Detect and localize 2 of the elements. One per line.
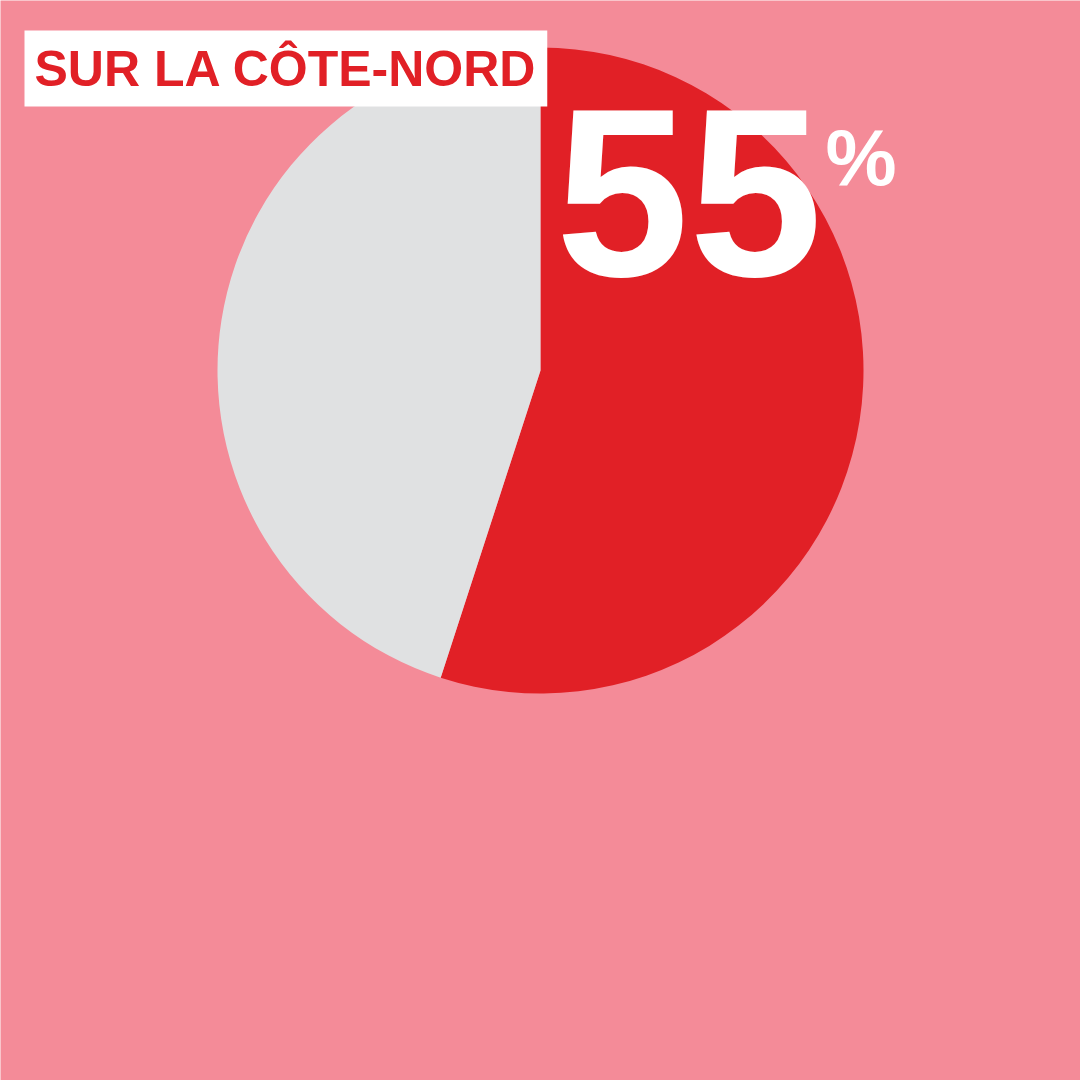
data-label: 55%	[555, 58, 897, 327]
chart-title: SUR LA CÔTE-NORD	[34, 39, 536, 97]
